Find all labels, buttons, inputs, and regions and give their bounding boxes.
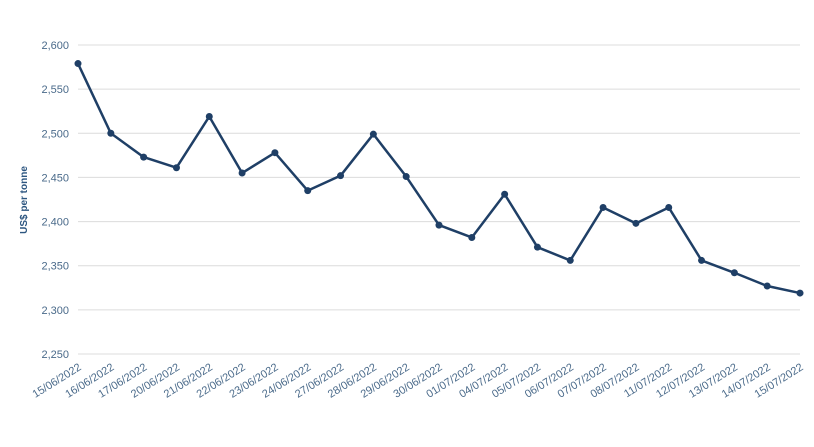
data-point[interactable] — [107, 129, 115, 137]
x-axis-ticks: 15/06/202216/06/202217/06/202220/06/2022… — [31, 361, 806, 400]
data-point[interactable] — [665, 203, 673, 211]
data-point[interactable] — [435, 221, 443, 229]
data-point[interactable] — [468, 233, 476, 241]
y-axis-ticks: 2,250 2,300 2,350 2,400 2,450 2,500 2,550 2,600 — [41, 40, 69, 361]
y-tick-label: 2,350 — [41, 261, 69, 273]
series-line — [76, 63, 801, 295]
data-point[interactable] — [74, 60, 82, 68]
y-tick-label: 2,600 — [41, 40, 69, 52]
data-point[interactable] — [501, 190, 509, 198]
y-tick-label: 2,400 — [41, 217, 69, 229]
y-tick-label: 2,500 — [41, 128, 69, 140]
data-point[interactable] — [140, 153, 148, 161]
data-point[interactable] — [304, 187, 312, 195]
data-point[interactable] — [698, 256, 706, 264]
data-point[interactable] — [369, 130, 377, 138]
data-point[interactable] — [632, 219, 640, 227]
data-point[interactable] — [172, 164, 180, 172]
y-tick-label: 2,300 — [41, 305, 69, 317]
data-point[interactable] — [402, 173, 410, 181]
data-point[interactable] — [271, 149, 279, 157]
data-point[interactable] — [763, 282, 771, 290]
data-point[interactable] — [730, 269, 738, 277]
data-point[interactable] — [599, 203, 607, 211]
y-tick-label: 2,250 — [41, 349, 69, 361]
y-axis-label: US$ per tonne — [19, 166, 30, 234]
data-point[interactable] — [533, 243, 541, 251]
grid-lines — [78, 44, 800, 355]
data-point[interactable] — [205, 113, 213, 121]
y-tick-label: 2,450 — [41, 172, 69, 184]
data-point[interactable] — [238, 169, 246, 177]
y-tick-label: 2,550 — [41, 84, 69, 96]
data-point[interactable] — [566, 256, 574, 264]
series-layer — [74, 60, 804, 297]
data-point[interactable] — [337, 172, 345, 180]
data-point[interactable] — [796, 289, 804, 297]
